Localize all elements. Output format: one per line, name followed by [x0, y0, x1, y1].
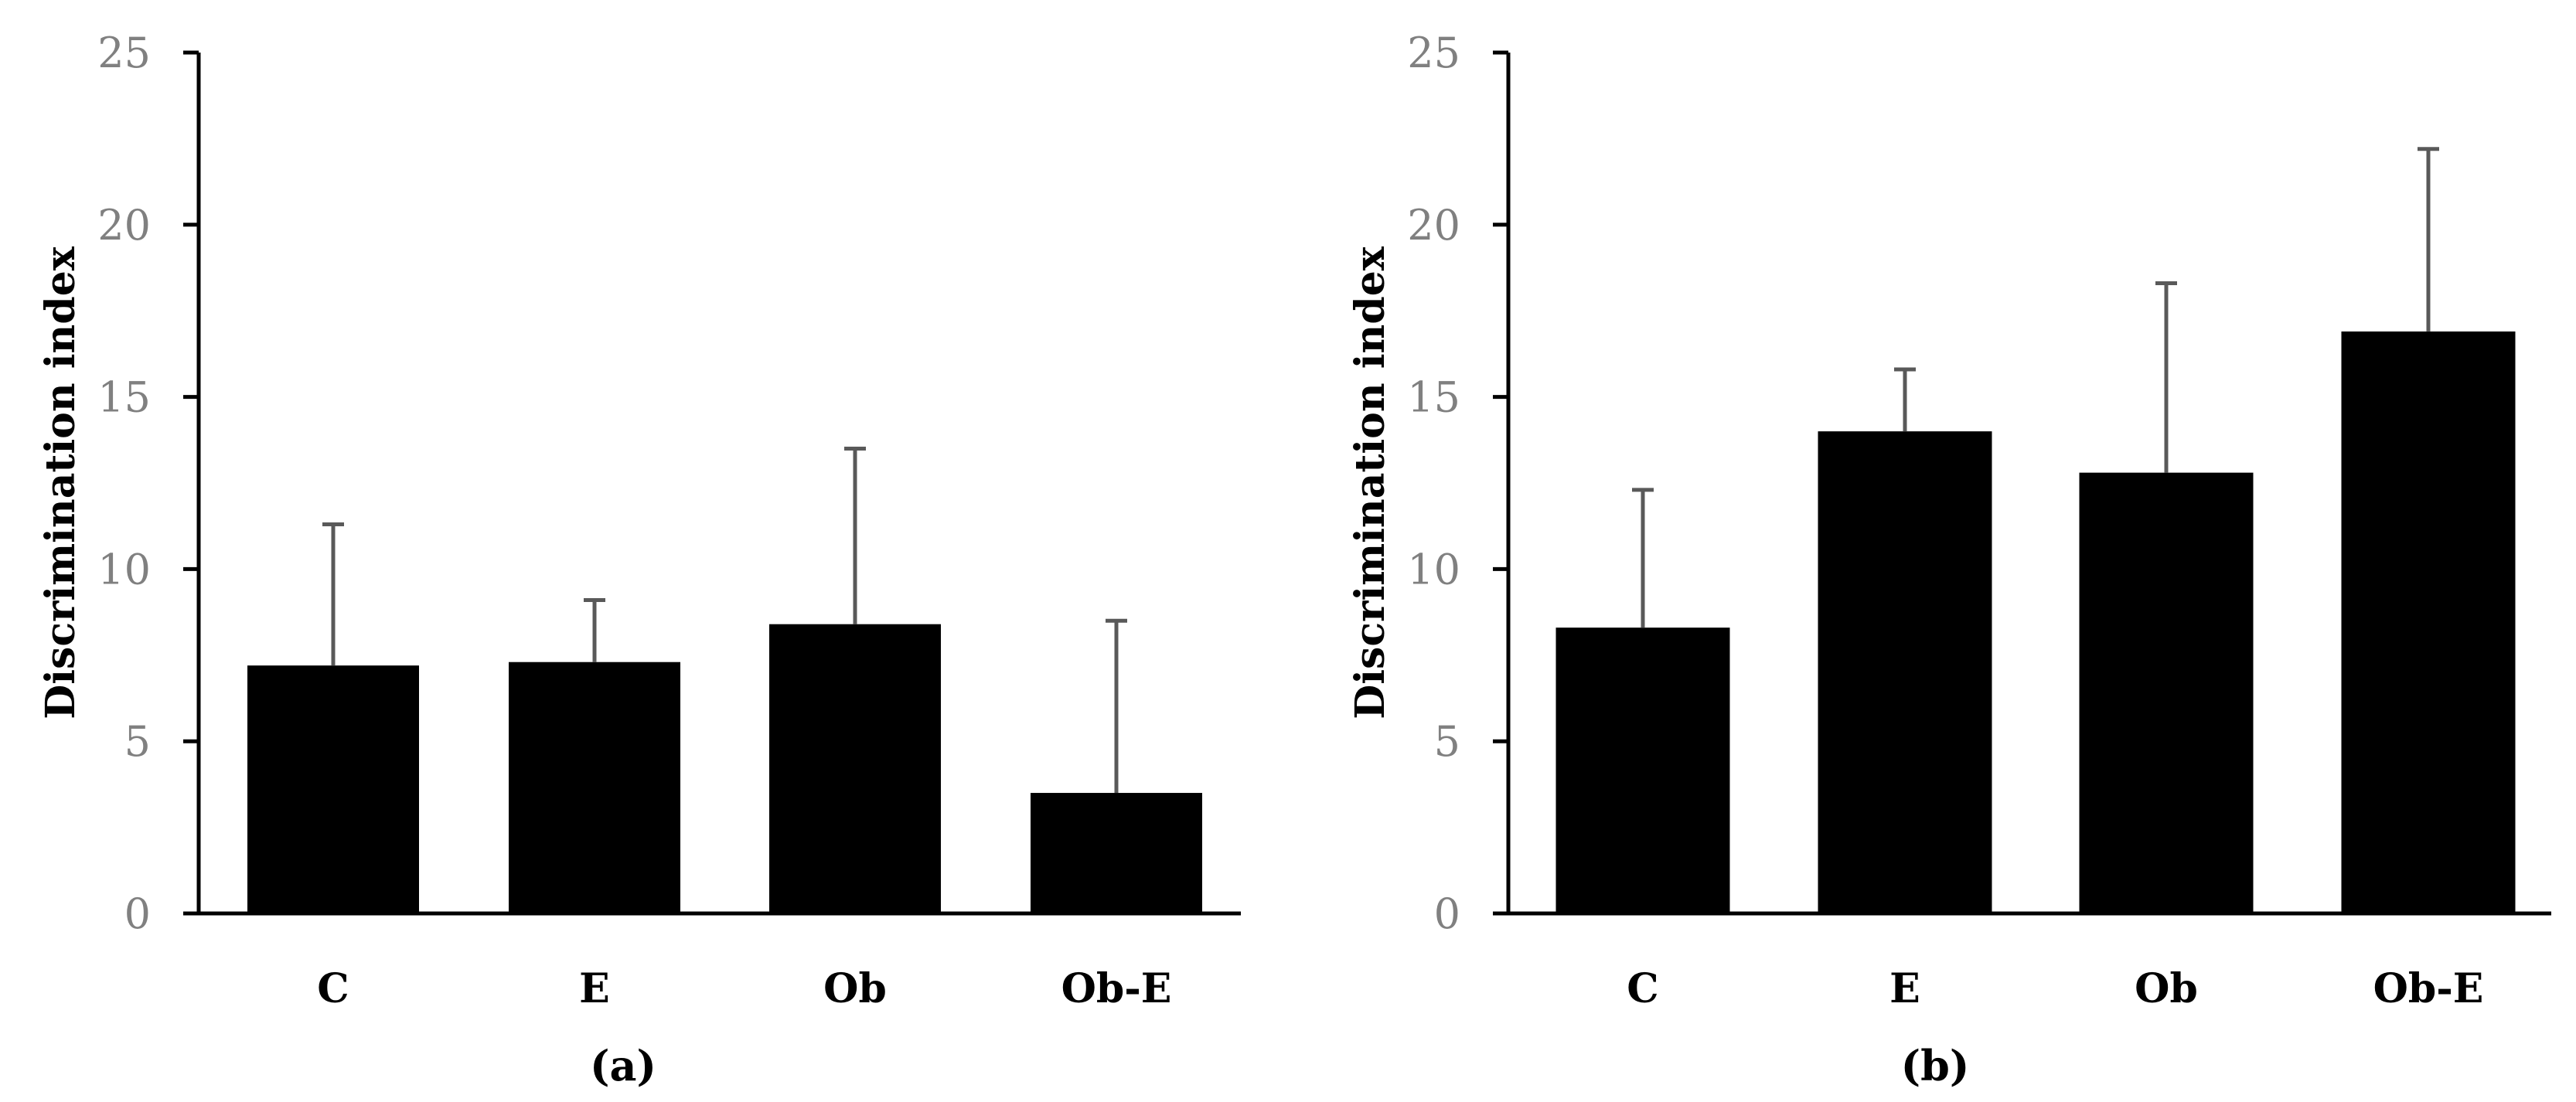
category-label: E [1889, 965, 1920, 1012]
category-label: Ob-E [2373, 965, 2484, 1012]
category-label: C [1627, 965, 1658, 1012]
y-tick-label: 10 [97, 545, 151, 594]
panel-label: (a) [590, 1041, 656, 1090]
bar [247, 665, 419, 913]
y-tick-label: 15 [1407, 373, 1460, 422]
category-label: Ob-E [1061, 965, 1172, 1012]
y-tick-label: 20 [1407, 201, 1460, 250]
category-label: C [317, 965, 349, 1012]
y-tick-label: 20 [97, 201, 151, 250]
category-label: Ob [2135, 965, 2198, 1012]
bar [1818, 431, 1992, 913]
bar [1555, 628, 1730, 913]
bar [2079, 472, 2254, 913]
bar [509, 662, 680, 913]
y-axis-title: Discrimination index [37, 246, 84, 719]
panel-label: (b) [1901, 1041, 1970, 1090]
y-tick-label: 25 [1407, 29, 1460, 77]
y-tick-label: 0 [124, 889, 151, 938]
category-label: E [579, 965, 610, 1012]
chart-panel-a: 0 5 10 15 20 25 C E Ob Ob-E Discrimination index (a… [37, 29, 1241, 1090]
bar [2341, 331, 2516, 913]
y-tick-label: 0 [1434, 889, 1460, 938]
chart-panel-b: 0 5 10 15 20 25 C E Ob Ob-E Discrimination index (b… [1347, 29, 2551, 1090]
y-tick-label: 25 [97, 29, 151, 77]
bar [769, 624, 941, 913]
bar [1031, 793, 1202, 913]
y-tick-label: 5 [124, 717, 151, 766]
y-tick-label: 5 [1434, 717, 1460, 766]
y-tick-label: 15 [97, 373, 151, 422]
category-label: Ob [823, 965, 887, 1012]
y-tick-label: 10 [1407, 545, 1460, 594]
y-axis-title: Discrimination index [1347, 246, 1394, 719]
